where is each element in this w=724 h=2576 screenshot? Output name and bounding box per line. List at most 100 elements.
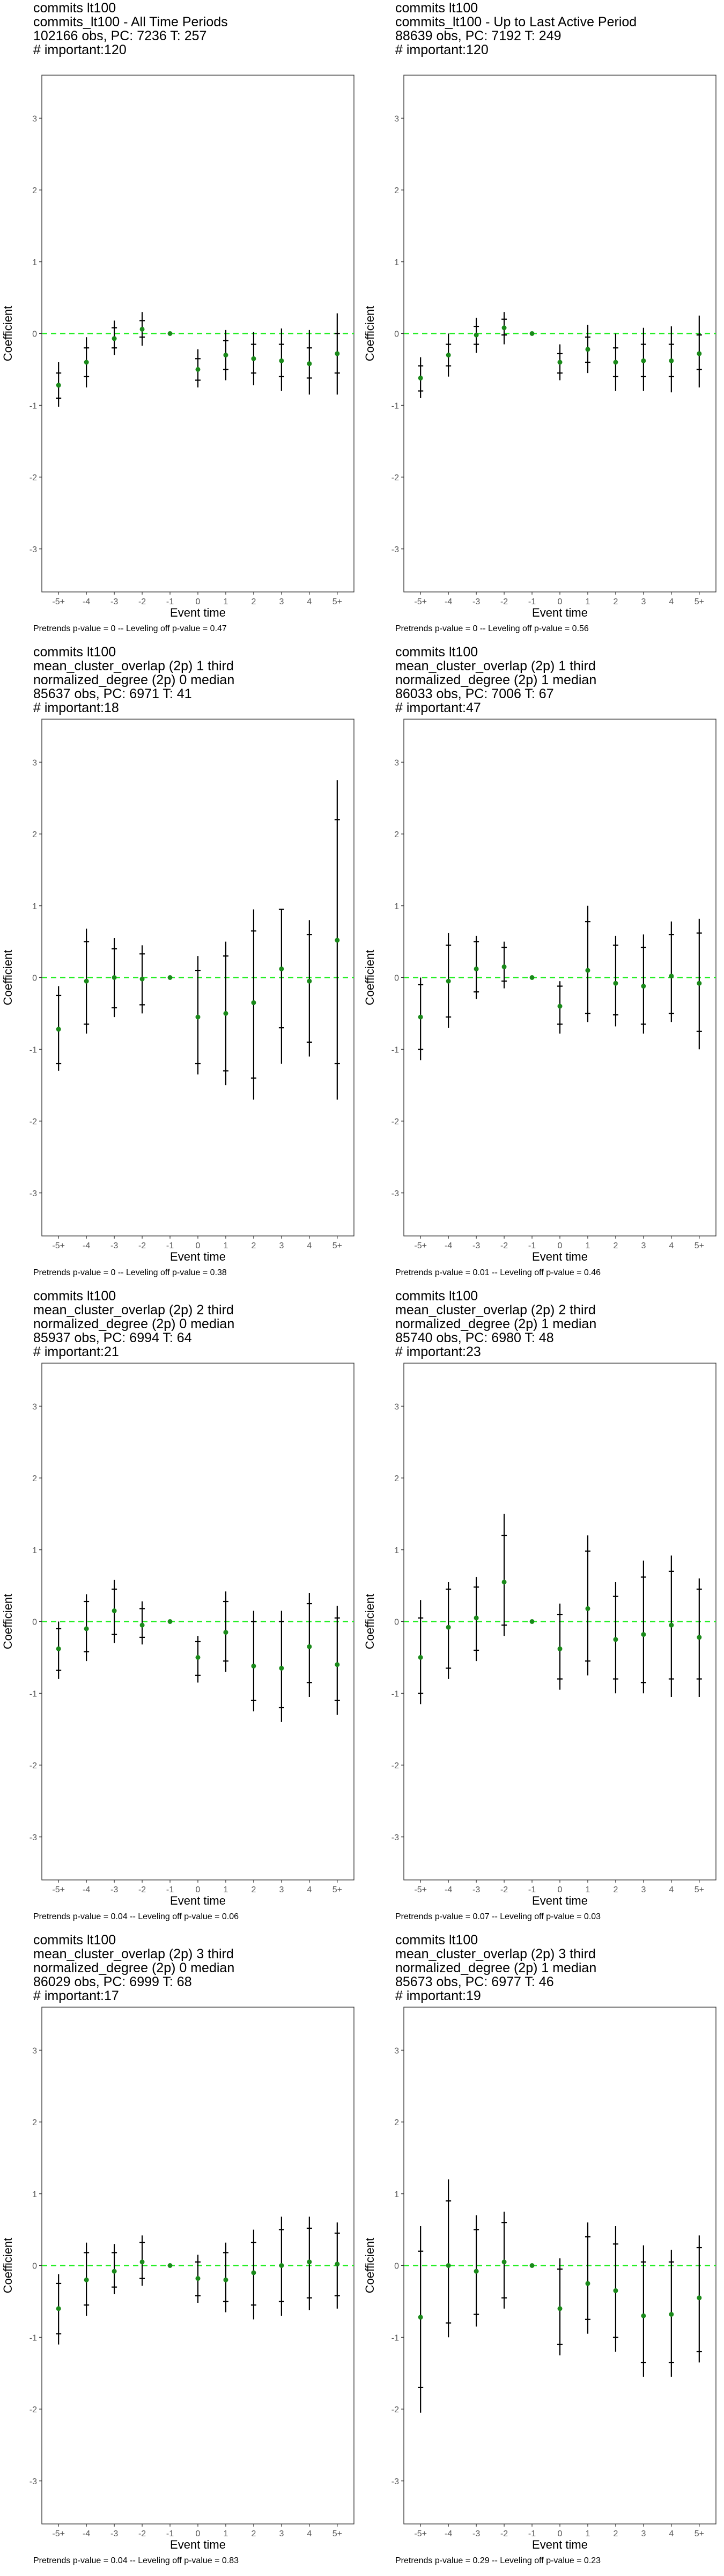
x-tick-label: -5+ xyxy=(52,2529,65,2538)
x-axis-label: Event time xyxy=(532,2538,588,2551)
y-tick-label: -2 xyxy=(391,473,399,482)
x-tick-label: 4 xyxy=(669,1241,674,1250)
x-tick-label: 5+ xyxy=(695,597,704,606)
y-tick-label: -3 xyxy=(29,545,37,554)
y-tick-label: 3 xyxy=(394,2046,399,2055)
estimate-point xyxy=(529,331,535,336)
x-tick-label: 5+ xyxy=(695,1241,704,1250)
pvalue-caption: Pretrends p-value = 0.29 -- Leveling off… xyxy=(395,2556,601,2565)
estimate-point xyxy=(418,2315,423,2320)
title-line: # important:19 xyxy=(395,1988,481,2003)
x-tick-label: -5+ xyxy=(414,1241,427,1250)
x-tick-label: -3 xyxy=(110,2529,118,2538)
estimate-point xyxy=(585,1606,590,1611)
x-tick-label: 1 xyxy=(586,1241,590,1250)
chart-7: -3 -2 -1 0 1 2 3 -5+ -4 -3 -2 -1 0 1 2 3 4 5+ Event time Co… xyxy=(1,2007,354,2551)
estimate-point xyxy=(56,2306,61,2311)
estimate-point xyxy=(112,336,117,341)
estimate-point xyxy=(501,1579,507,1585)
y-tick-label: -3 xyxy=(391,1189,399,1198)
estimate-point xyxy=(195,1655,201,1660)
estimate-point xyxy=(195,367,201,372)
title-line: mean_cluster_overlap (2p) 3 third xyxy=(33,1946,234,1962)
estimate-point xyxy=(446,1624,451,1630)
estimate-point xyxy=(557,1004,563,1009)
x-tick-label: 4 xyxy=(669,1885,674,1894)
y-axis-label: Coefficient xyxy=(1,1594,14,1650)
x-tick-label: 0 xyxy=(558,597,563,606)
y-axis-label: Coefficient xyxy=(363,2238,376,2294)
title-line: mean_cluster_overlap (2p) 1 third xyxy=(395,658,596,674)
y-tick-label: 3 xyxy=(32,2046,37,2055)
x-tick-label: -1 xyxy=(528,1241,536,1250)
x-tick-label: 5+ xyxy=(333,2529,342,2538)
x-tick-label: 3 xyxy=(641,597,646,606)
estimate-point xyxy=(446,353,451,358)
x-tick-label: -2 xyxy=(500,1241,508,1250)
x-tick-label: 1 xyxy=(586,2529,590,2538)
chart-panel-4: -3 -2 -1 0 1 2 3 -5+ -4 -3 -2 -1 0 1 2 3 4 5+ Event time Co… xyxy=(362,644,724,1288)
title-line: commits lt100 xyxy=(395,1,478,16)
x-tick-label: 5+ xyxy=(333,1241,342,1250)
x-tick-label: -1 xyxy=(166,2529,174,2538)
x-tick-label: 1 xyxy=(586,1885,590,1894)
x-axis-label: Event time xyxy=(532,1894,588,1907)
pvalue-caption: Pretrends p-value = 0 -- Leveling off p-… xyxy=(33,1268,227,1277)
estimate-point xyxy=(251,356,256,361)
estimate-point xyxy=(139,976,145,982)
estimate-point xyxy=(335,2262,340,2267)
x-tick-label: -1 xyxy=(528,2529,536,2538)
x-tick-label: 2 xyxy=(613,2529,618,2538)
x-axis-label: Event time xyxy=(170,1894,226,1907)
chart-panel-2: -3 -2 -1 0 1 2 3 -5+ -4 -3 -2 -1 0 1 2 3 4 5+ Event time Co… xyxy=(362,0,724,644)
estimate-point xyxy=(697,1635,702,1640)
estimate-point xyxy=(557,2306,563,2311)
estimate-point xyxy=(84,360,89,365)
estimate-point xyxy=(167,975,173,980)
x-tick-label: -1 xyxy=(166,597,174,606)
x-tick-label: 2 xyxy=(251,1885,256,1894)
title-line: commits_lt100 - Up to Last Active Period xyxy=(395,14,637,30)
chart-5: -3 -2 -1 0 1 2 3 -5+ -4 -3 -2 -1 0 1 2 3 4 5+ Event time Co… xyxy=(1,1363,354,1907)
chart-title: commits lt100 mean_cluster_overlap (2p) … xyxy=(395,645,596,715)
x-tick-label: -1 xyxy=(166,1241,174,1250)
y-tick-label: 2 xyxy=(32,830,37,839)
estimate-point xyxy=(112,2268,117,2274)
estimate-point xyxy=(335,938,340,943)
x-tick-label: 2 xyxy=(251,1241,256,1250)
y-axis-label: Coefficient xyxy=(363,306,376,362)
y-axis-label: Coefficient xyxy=(1,950,14,1006)
title-line: 85637 obs, PC: 6971 T: 41 xyxy=(33,686,192,701)
title-line: normalized_degree (2p) 0 median xyxy=(33,672,235,687)
x-tick-label: 4 xyxy=(307,1241,312,1250)
x-tick-label: 0 xyxy=(196,597,201,606)
estimate-point xyxy=(641,984,646,989)
title-line: commits lt100 xyxy=(395,1933,478,1948)
title-line: commits_lt100 - All Time Periods xyxy=(33,14,228,30)
y-tick-label: 0 xyxy=(394,974,399,983)
title-line: 88639 obs, PC: 7192 T: 249 xyxy=(395,28,562,43)
x-tick-label: -4 xyxy=(445,2529,452,2538)
estimate-point xyxy=(697,351,702,356)
chart-title: commits lt100 mean_cluster_overlap (2p) … xyxy=(33,1289,234,1359)
x-tick-label: -5+ xyxy=(414,1885,427,1894)
chart-panel-7: -3 -2 -1 0 1 2 3 -5+ -4 -3 -2 -1 0 1 2 3 4 5+ Event time Co… xyxy=(0,1932,362,2576)
x-tick-label: -4 xyxy=(83,2529,90,2538)
x-tick-label: -3 xyxy=(472,1241,480,1250)
y-tick-label: 1 xyxy=(394,2190,399,2199)
y-tick-label: 1 xyxy=(32,902,37,911)
chart-3: -3 -2 -1 0 1 2 3 -5+ -4 -3 -2 -1 0 1 2 3 4 5+ Event time Co… xyxy=(1,719,354,1263)
estimate-point xyxy=(279,2263,284,2268)
y-tick-label: 3 xyxy=(32,758,37,767)
x-tick-label: -5+ xyxy=(414,597,427,606)
y-tick-label: -1 xyxy=(391,2333,399,2343)
x-tick-label: 3 xyxy=(641,1241,646,1250)
y-tick-label: -3 xyxy=(29,1189,37,1198)
estimate-point xyxy=(84,1626,89,1631)
y-tick-label: -3 xyxy=(391,2477,399,2486)
estimate-point xyxy=(529,2263,535,2268)
title-line: # important:17 xyxy=(33,1988,119,2003)
x-tick-label: -2 xyxy=(500,1885,508,1894)
y-tick-label: 0 xyxy=(32,330,37,339)
estimate-point xyxy=(446,978,451,984)
